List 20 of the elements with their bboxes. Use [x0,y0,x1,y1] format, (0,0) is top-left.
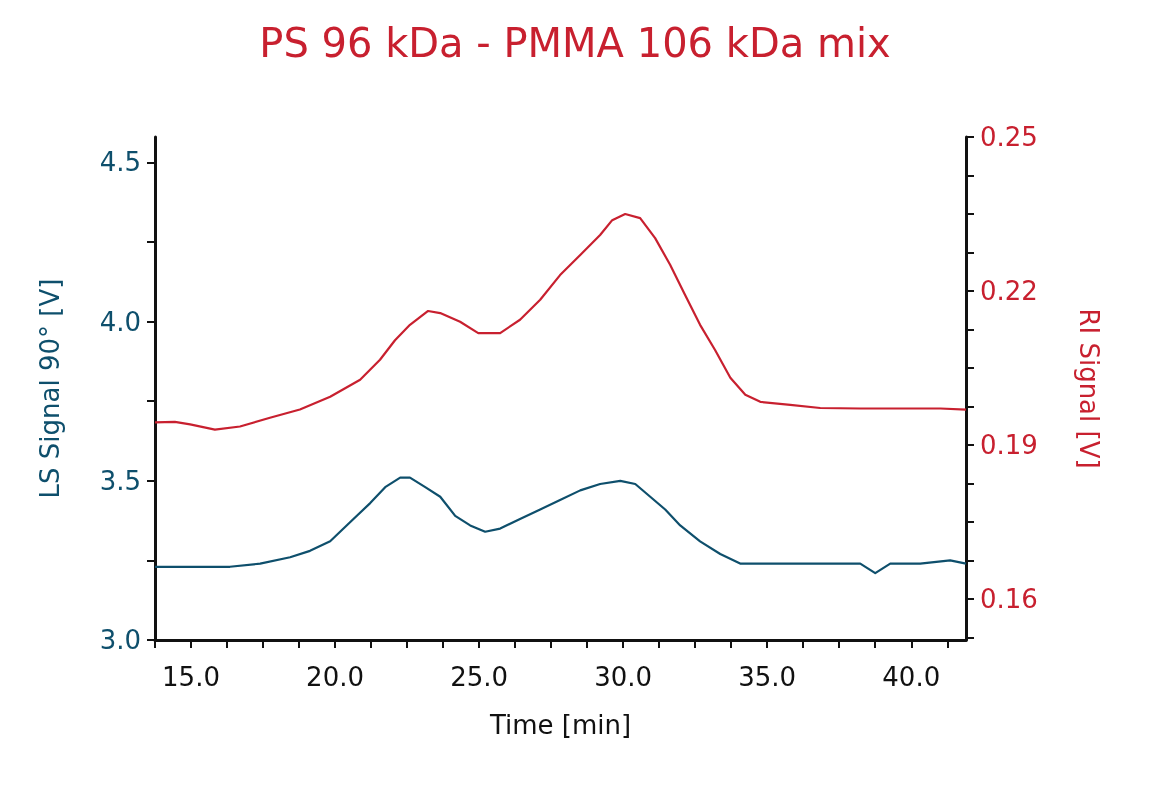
y-tick-label: 4.0 [99,306,141,337]
y2-tick-label: 0.25 [980,122,1038,152]
x-tick-label: 30.0 [594,662,653,692]
x-tick-label: 40.0 [882,662,941,692]
x-tick-label: 20.0 [306,662,365,692]
chart-title: PS 96 kDa - PMMA 106 kDa mix [259,20,891,66]
y-tick-label: 3.0 [99,625,141,655]
y2-tick-label: 0.16 [980,583,1038,614]
y-axis-title: LS Signal 90° [V] [35,278,65,499]
y2-tick-label: 0.19 [980,429,1038,460]
y-tick-label: 4.5 [99,147,141,178]
y-tick-label: 3.5 [99,465,141,496]
x-tick-label: 35.0 [738,662,797,692]
y2-tick-label: 0.22 [980,275,1038,306]
x-axis-title: Time [min] [488,710,632,740]
x-tick-label: 25.0 [450,662,509,692]
line-series [153,476,968,575]
line-series [153,212,968,431]
x-tick-label: 15.0 [162,662,220,692]
y2-axis-title: RI Signal [V] [1074,308,1104,469]
